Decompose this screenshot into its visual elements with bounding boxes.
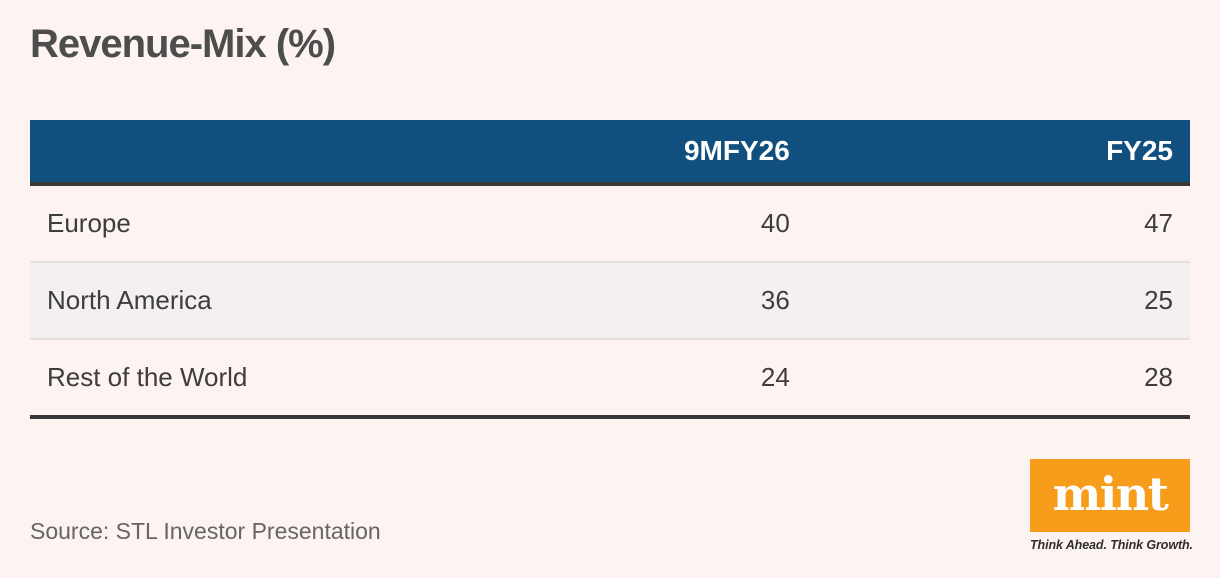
mint-branding: mint Think Ahead. Think Growth.	[1030, 459, 1193, 552]
cell-value: 47	[1144, 208, 1173, 238]
cell-value: 28	[1144, 362, 1173, 392]
header-col-9mfy26: 9MFY26	[494, 120, 790, 186]
cell-value: 36	[760, 285, 790, 315]
table-row-rest-of-world: Rest of the World 24 28	[30, 339, 1190, 417]
table-row-europe: Europe 40 47	[30, 184, 1190, 262]
mint-logo-text: mint	[1052, 466, 1169, 521]
header-col-fy25: FY25	[789, 120, 1190, 186]
cell-value: 40	[760, 208, 790, 238]
cell-value: 25	[1144, 285, 1173, 315]
table-header-row: 9MFY26 FY25	[30, 120, 1190, 186]
source-note: Source: STL Investor Presentation	[30, 518, 381, 544]
row-label: Europe	[47, 208, 131, 238]
row-label: Rest of the World	[47, 362, 248, 392]
mint-logo: mint	[1030, 459, 1190, 532]
revenue-mix-table: 9MFY26 FY25 Europe 40 47 North America 3…	[30, 120, 1190, 419]
page-title: Revenue-Mix (%)	[30, 22, 336, 66]
header-corner-cell	[30, 120, 494, 186]
table-row-north-america: North America 36 25	[30, 262, 1190, 339]
brand-tagline: Think Ahead. Think Growth.	[1030, 538, 1193, 552]
cell-value: 24	[760, 362, 790, 392]
row-label: North America	[47, 285, 212, 315]
